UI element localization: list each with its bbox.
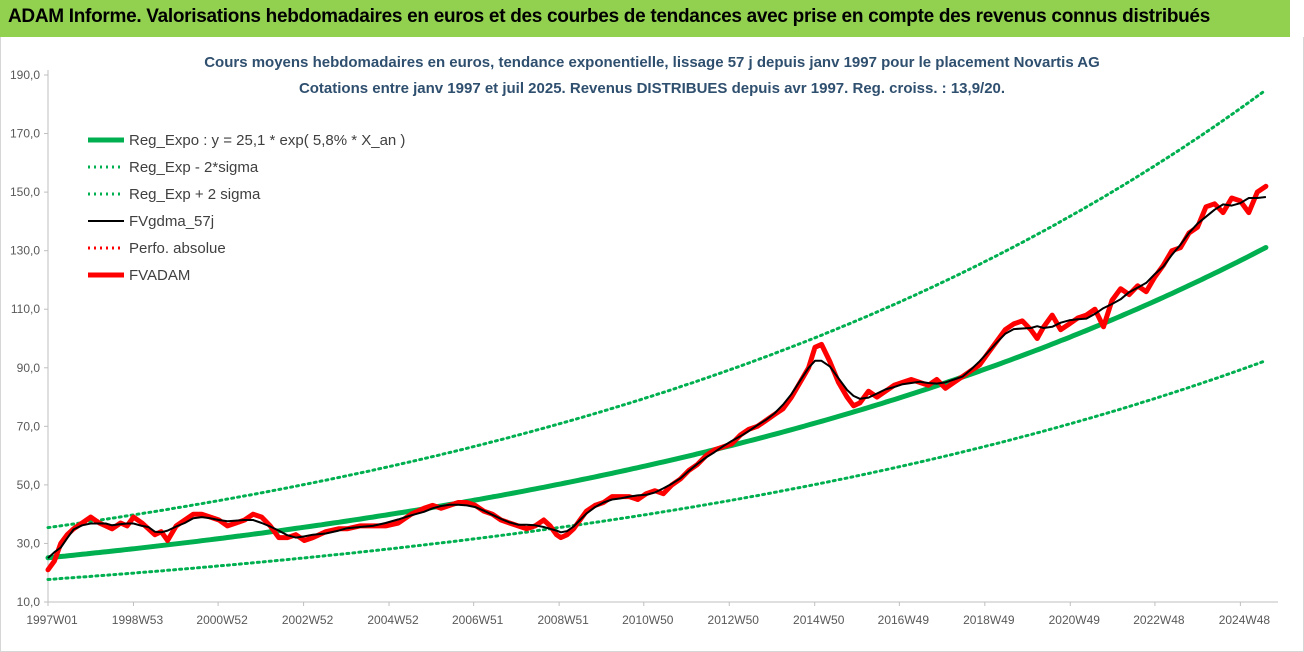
legend-label: Reg_Exp + 2 sigma bbox=[129, 186, 261, 203]
y-tick-label: 150,0 bbox=[10, 185, 40, 199]
legend-label: Perfo. absolue bbox=[129, 240, 226, 257]
y-tick-label: 130,0 bbox=[10, 244, 40, 258]
x-tick-label: 2004W52 bbox=[367, 613, 419, 627]
y-tick-label: 190,0 bbox=[10, 68, 40, 82]
series-line-moving-average bbox=[47, 196, 1267, 559]
series-line-5 bbox=[45, 183, 1269, 573]
chart-legend: Reg_Expo : y = 25,1 * exp( 5,8% * X_an )… bbox=[88, 132, 405, 284]
legend-label: FVgdma_57j bbox=[129, 213, 214, 230]
x-tick-label: 2024W48 bbox=[1219, 613, 1271, 627]
legend-label: Reg_Exp - 2*sigma bbox=[129, 159, 259, 176]
y-tick-label: 30,0 bbox=[17, 536, 41, 550]
legend-label: FVADAM bbox=[129, 267, 190, 284]
series-line-2 bbox=[46, 88, 1268, 530]
chart-axes: 10,0 30,0 50,0 70,0 90,0 110,0 130,0 150,0 170,0… bbox=[10, 68, 1278, 627]
chart-series bbox=[45, 88, 1269, 581]
y-tick-label: 90,0 bbox=[17, 361, 41, 375]
x-tick-label: 2008W51 bbox=[537, 613, 589, 627]
x-tick-label: 2000W52 bbox=[196, 613, 248, 627]
x-tick-label: 2020W49 bbox=[1049, 613, 1101, 627]
report-banner: ADAM Informe. Valorisations hebdomadaire… bbox=[0, 0, 1302, 37]
x-tick-label: 2012W50 bbox=[708, 613, 760, 627]
y-tick-label: 110,0 bbox=[11, 302, 40, 316]
banner-corner bbox=[1290, 0, 1304, 37]
x-tick-label: 2002W52 bbox=[282, 613, 334, 627]
series-line-0 bbox=[45, 245, 1269, 561]
y-tick-label: 70,0 bbox=[17, 419, 41, 433]
y-tick-label: 10,0 bbox=[17, 595, 41, 609]
chart-title: Cours moyens hebdomadaires en euros, ten… bbox=[204, 54, 1100, 71]
x-tick-label: 2022W48 bbox=[1133, 613, 1185, 627]
legend-label: Reg_Expo : y = 25,1 * exp( 5,8% * X_an ) bbox=[129, 132, 405, 149]
x-tick-label: 2016W49 bbox=[878, 613, 930, 627]
x-tick-label: 1998W53 bbox=[112, 613, 164, 627]
x-tick-label: 1997W01 bbox=[26, 613, 78, 627]
report-banner-title: ADAM Informe. Valorisations hebdomadaire… bbox=[8, 6, 1210, 27]
x-tick-label: 2018W49 bbox=[963, 613, 1015, 627]
x-tick-label: 2010W50 bbox=[622, 613, 674, 627]
series-line-1 bbox=[46, 359, 1268, 581]
x-tick-label: 2014W50 bbox=[793, 613, 845, 627]
y-tick-label: 170,0 bbox=[10, 127, 40, 141]
y-tick-label: 50,0 bbox=[17, 478, 41, 492]
x-tick-label: 2006W51 bbox=[452, 613, 504, 627]
chart-subtitle: Cotations entre janv 1997 et juil 2025. … bbox=[298, 80, 1006, 97]
